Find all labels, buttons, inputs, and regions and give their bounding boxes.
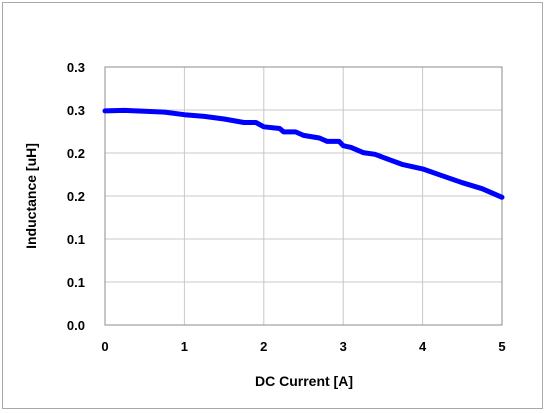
x-tick-label: 4 (419, 339, 427, 354)
y-tick-label: 0.1 (67, 275, 85, 290)
grid (104, 66, 503, 326)
y-tick-label: 0.3 (67, 60, 85, 75)
y-tick-labels: 0.0 0.1 0.1 0.2 0.2 0.3 0.3 (67, 60, 85, 333)
x-tick-label: 0 (101, 339, 108, 354)
y-axis-label: Inductance [uH] (23, 143, 39, 249)
y-tick-label: 0.1 (67, 232, 85, 247)
chart-frame (2, 2, 543, 409)
x-tick-labels: 0 1 2 3 4 5 (101, 339, 505, 354)
y-tick-label: 0.2 (67, 146, 85, 161)
x-tick-label: 5 (498, 339, 505, 354)
x-tick-label: 3 (340, 339, 347, 354)
series-line (102, 107, 505, 200)
y-tick-label: 0.3 (67, 103, 85, 118)
y-tick-label: 0.2 (67, 189, 85, 204)
x-tick-label: 2 (260, 339, 267, 354)
y-tick-label: 0.0 (67, 318, 85, 333)
x-tick-label: 1 (181, 339, 188, 354)
x-axis-label: DC Current [A] (255, 373, 353, 389)
